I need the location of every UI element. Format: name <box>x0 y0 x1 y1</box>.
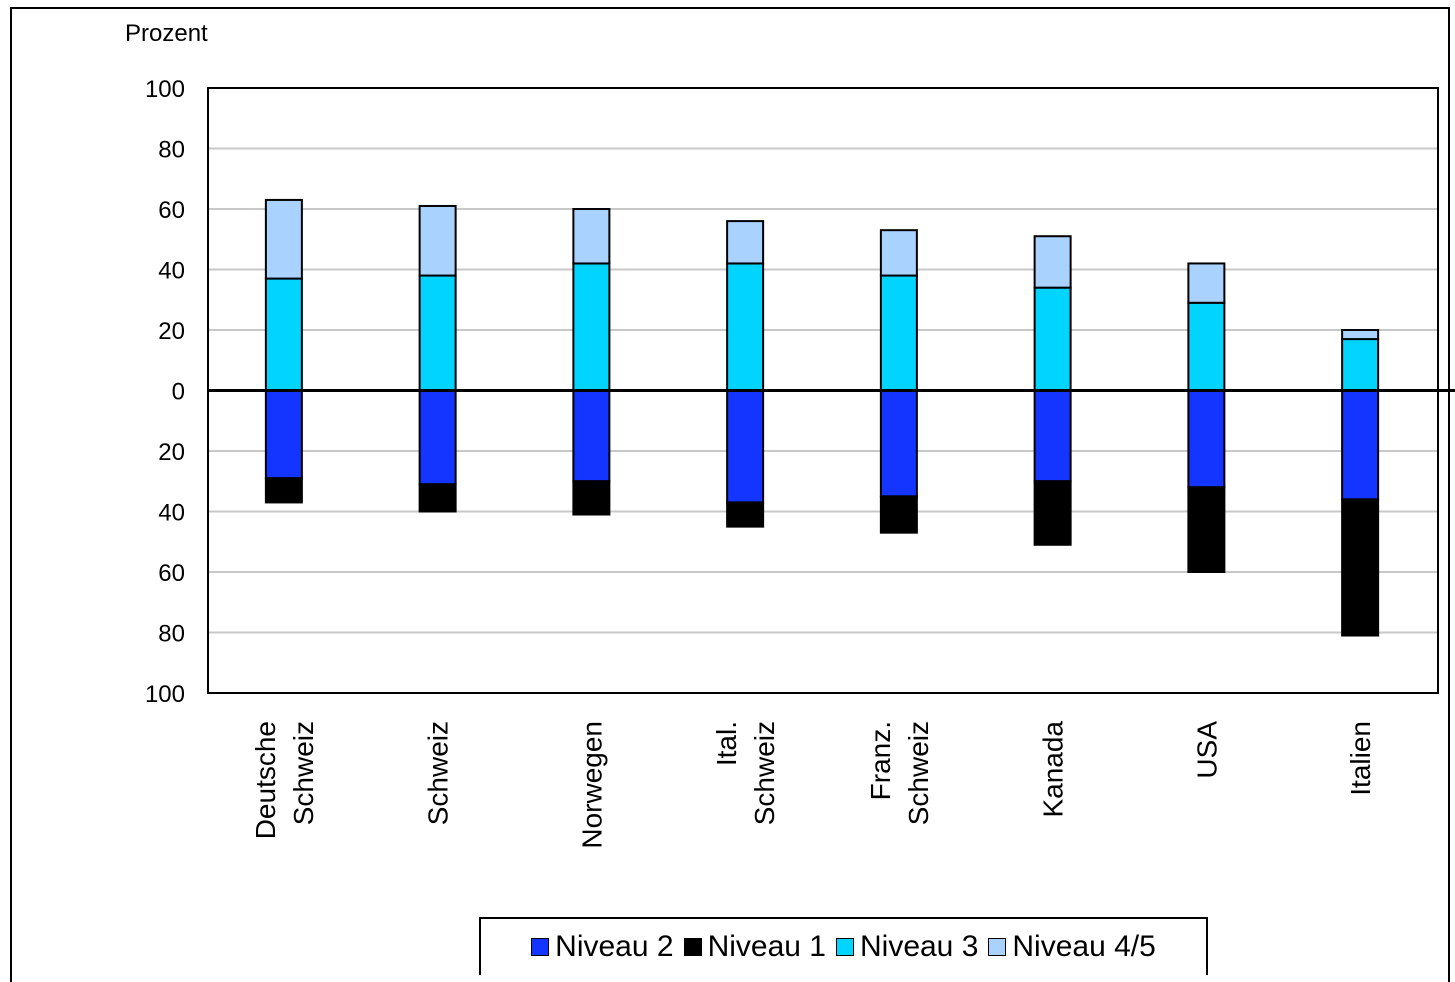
y-axis-label: Prozent <box>125 20 208 47</box>
bar-niveau-2 <box>727 391 763 503</box>
bar-niveau-3 <box>420 276 456 391</box>
bar-niveau-1 <box>420 484 456 511</box>
legend-item: Niveau 2 <box>531 930 673 964</box>
category-label: Deutsche <box>250 721 281 839</box>
legend-swatch <box>684 938 702 956</box>
y-tick-label: 100 <box>145 76 185 103</box>
legend-item: Niveau 1 <box>684 930 826 964</box>
legend-item: Niveau 4/5 <box>988 930 1155 964</box>
bar-niveau-4-5 <box>881 230 917 275</box>
bar-niveau-4-5 <box>1035 236 1071 287</box>
y-tick-label: 20 <box>158 318 185 345</box>
bar-niveau-4-5 <box>573 209 609 263</box>
category-label: Italien <box>1345 721 1376 796</box>
bar-niveau-2 <box>1188 391 1224 488</box>
bar-niveau-3 <box>1188 303 1224 391</box>
category-label: Kanada <box>1038 721 1069 818</box>
bar-niveau-2 <box>881 391 917 497</box>
legend-swatch <box>988 938 1006 956</box>
bar-niveau-1 <box>1188 487 1224 572</box>
category-label: Franz. <box>865 721 896 800</box>
bar-niveau-4-5 <box>266 200 302 279</box>
bar-niveau-3 <box>266 279 302 391</box>
legend-swatch <box>531 938 549 956</box>
y-tick-label: 40 <box>158 258 185 285</box>
y-tick-label: 80 <box>158 621 185 648</box>
category-label: Schweiz <box>423 721 454 825</box>
y-tick-label: 60 <box>158 197 185 224</box>
y-tick-label: 0 <box>172 379 185 406</box>
legend: Niveau 2 Niveau 1 Niveau 3 Niveau 4/5 <box>479 917 1208 975</box>
category-label: Norwegen <box>576 721 607 849</box>
bar-niveau-2 <box>1342 391 1378 500</box>
bar-niveau-2 <box>266 391 302 479</box>
bar-niveau-3 <box>1035 288 1071 391</box>
legend-label: Niveau 2 <box>555 930 673 964</box>
y-tick-label: 40 <box>158 500 185 527</box>
category-label: Ital. <box>711 721 742 766</box>
bar-niveau-2 <box>420 391 456 485</box>
category-label: USA <box>1191 721 1222 779</box>
bar-niveau-1 <box>1035 481 1071 545</box>
bar-niveau-2 <box>1035 391 1071 482</box>
bar-niveau-1 <box>573 481 609 514</box>
bar-niveau-4-5 <box>727 221 763 263</box>
legend-swatch <box>836 938 854 956</box>
bar-niveau-3 <box>1342 339 1378 390</box>
bar-niveau-4-5 <box>1342 330 1378 339</box>
bar-niveau-1 <box>1342 499 1378 635</box>
category-label: Schweiz <box>903 721 934 825</box>
y-tick-label: 20 <box>158 439 185 466</box>
category-label: Schweiz <box>288 721 319 825</box>
bar-niveau-3 <box>881 276 917 391</box>
bar-niveau-1 <box>727 502 763 526</box>
bar-niveau-4-5 <box>1188 263 1224 302</box>
bar-niveau-3 <box>573 263 609 390</box>
legend-label: Niveau 3 <box>860 930 978 964</box>
y-tick-label: 100 <box>145 681 185 708</box>
bar-niveau-3 <box>727 263 763 390</box>
category-label: Schweiz <box>749 721 780 825</box>
legend-label: Niveau 4/5 <box>1012 930 1155 964</box>
bar-niveau-4-5 <box>420 206 456 276</box>
y-tick-label: 80 <box>158 137 185 164</box>
bar-niveau-1 <box>266 478 302 502</box>
bar-niveau-1 <box>881 496 917 532</box>
y-tick-label: 60 <box>158 560 185 587</box>
legend-item: Niveau 3 <box>836 930 978 964</box>
bar-niveau-2 <box>573 391 609 482</box>
legend-label: Niveau 1 <box>708 930 826 964</box>
